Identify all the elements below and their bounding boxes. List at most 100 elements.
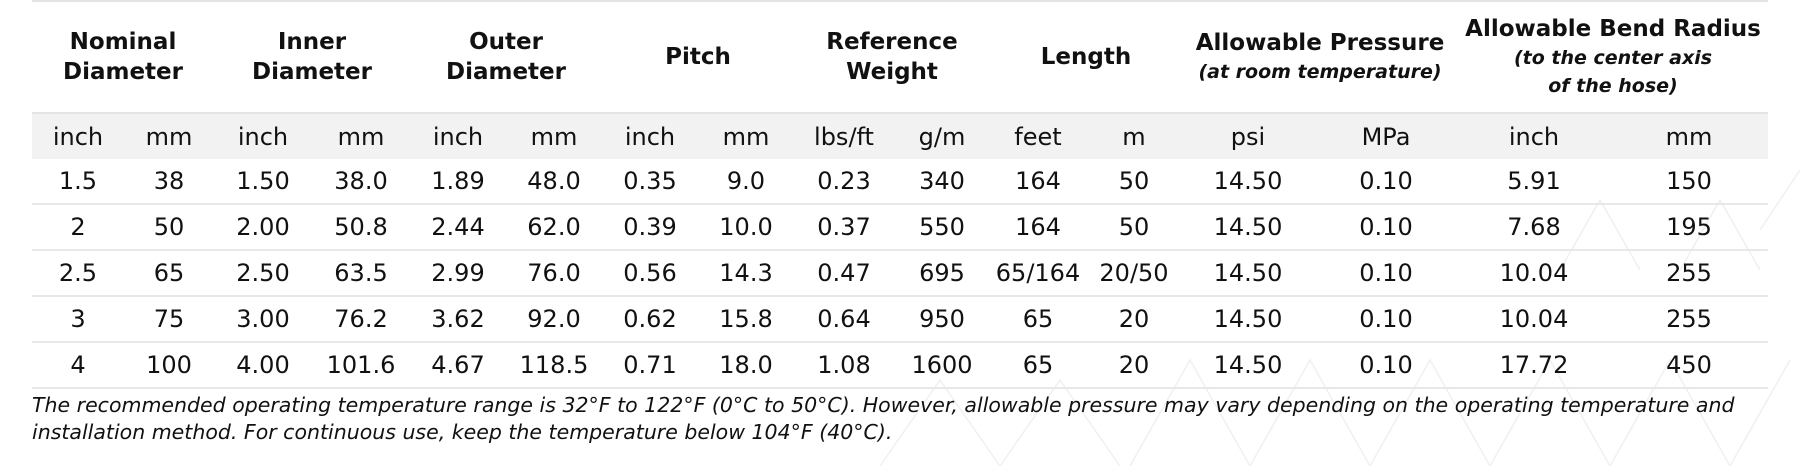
table-cell: 4 [32,341,124,389]
table-cell: 38 [153,167,185,195]
table-cell: 2.00 [214,203,312,250]
table-cell: 3.00 [214,295,312,342]
table-cell: 2.5 [32,249,124,296]
table-cell: 20 [1086,295,1182,342]
table-body: 1.5 38 1.50 38.0 1.89 48.0 0.35 9.0 0.23 340 164 50… [32,159,1768,389]
table-row: 1.5 38 1.50 38.0 1.89 48.0 0.35 9.0 0.23 340 164 50… [32,159,1768,204]
table-cell: 2 [32,203,124,250]
group-title-line: Pitch [665,44,731,70]
table-row: 3 75 3.00 76.2 3.62 92.0 0.62 15.8 0.64 950 65 20 14… [32,295,1768,342]
group-title-line: Diameter [63,59,183,85]
table-cell: 65 [124,249,214,296]
table-cell: 18.0 [698,341,794,389]
group-header: Inner Diameter [214,0,410,114]
unit-header: m [1086,113,1182,159]
group-subtitle-line: of the hose) [1548,75,1678,97]
table-cell: 950 [894,295,990,342]
unit-header-row: inch mm inch mm inch mm inch mm lbs/ft g/m feet m ps… [32,113,1768,159]
table-cell: 76.2 [312,295,410,342]
table-cell: 50.8 [312,203,410,250]
group-title-line: Outer [469,29,543,55]
table-cell: 0.10 [1314,249,1458,296]
table-cell: 92.0 [506,295,602,342]
table-cell: 0.35 [623,167,677,195]
unit-header: mm [1610,113,1768,159]
temperature-note: The recommended operating temperature ra… [32,393,1735,444]
unit-header: psi [1182,113,1314,159]
table-cell: 0.37 [794,203,894,250]
table-cell: 0.71 [602,341,698,389]
table-cell: 75 [124,295,214,342]
table-cell: 150 [1666,167,1712,195]
table-cell: 164 [990,203,1086,250]
table-cell: 0.23 [817,167,871,195]
group-title-line: Diameter [252,59,372,85]
table-cell: 14.3 [698,249,794,296]
table-cell: 1.89 [431,167,485,195]
group-header-row: Nominal Diameter Inner Diameter Outer Diamete… [32,0,1768,114]
table-cell: 695 [894,249,990,296]
table-cell: 48.0 [527,167,581,195]
group-title-line: Nominal [69,29,177,55]
table-row: 2 50 2.00 50.8 2.44 62.0 0.39 10.0 0.37 550 164 50 1… [32,203,1768,250]
hose-spec-table: Nominal Diameter Inner Diameter Outer Diamete… [32,0,1768,389]
table-cell: 14.50 [1182,341,1314,389]
group-title-line: Weight [846,59,938,85]
table-cell: 450 [1610,341,1768,389]
table-cell: 38.0 [334,167,388,195]
unit-header: inch [214,113,312,159]
group-header: Pitch [602,0,794,114]
group-header: Nominal Diameter [32,0,214,114]
table-cell: 0.64 [794,295,894,342]
table-cell: 0.62 [602,295,698,342]
table-cell: 14.50 [1213,167,1283,195]
table-cell: 0.39 [602,203,698,250]
table-cell: 4.67 [410,341,506,389]
table-cell: 1600 [894,341,990,389]
unit-header: inch [32,113,124,159]
table-cell: 10.04 [1458,249,1610,296]
table-cell: 4.00 [214,341,312,389]
table-cell: 3.62 [410,295,506,342]
group-title-line: Allowable Bend Radius [1465,16,1761,42]
group-title-line: Length [1040,44,1132,70]
unit-header: mm [698,113,794,159]
unit-header: MPa [1314,113,1458,159]
table-cell: 65 [990,341,1086,389]
group-title-line: Reference [826,29,958,55]
table-cell: 76.0 [506,249,602,296]
unit-header: inch [1458,113,1610,159]
table-cell: 63.5 [312,249,410,296]
table-cell: 14.50 [1182,203,1314,250]
table-cell: 10.0 [698,203,794,250]
table-cell: 195 [1610,203,1768,250]
table-cell: 2.99 [410,249,506,296]
table-cell: 2.50 [214,249,312,296]
table-cell: 1.08 [794,341,894,389]
table-cell: 118.5 [506,341,602,389]
table-cell: 3 [32,295,124,342]
table-cell: 15.8 [698,295,794,342]
table-cell: 17.72 [1458,341,1610,389]
table-cell: 0.47 [794,249,894,296]
group-header: Reference Weight [794,0,990,114]
unit-header: inch [602,113,698,159]
table-cell: 255 [1610,249,1768,296]
table-cell: 20 [1086,341,1182,389]
table-cell: 164 [1015,167,1061,195]
unit-header: feet [990,113,1086,159]
unit-header: mm [124,113,214,159]
table-cell: 340 [919,167,965,195]
group-header: Length [990,0,1182,114]
table-cell: 50 [124,203,214,250]
table-cell: 14.50 [1182,295,1314,342]
unit-header: lbs/ft [794,113,894,159]
unit-header: g/m [894,113,990,159]
group-subtitle-line: (at room temperature) [1198,61,1442,83]
table-row: 4 100 4.00 101.6 4.67 118.5 0.71 18.0 1.08 1600 65… [32,341,1768,389]
table-cell: 50 [1118,167,1150,195]
table-cell: 0.10 [1314,295,1458,342]
group-title-line: Diameter [446,59,566,85]
table-cell: 0.10 [1314,203,1458,250]
